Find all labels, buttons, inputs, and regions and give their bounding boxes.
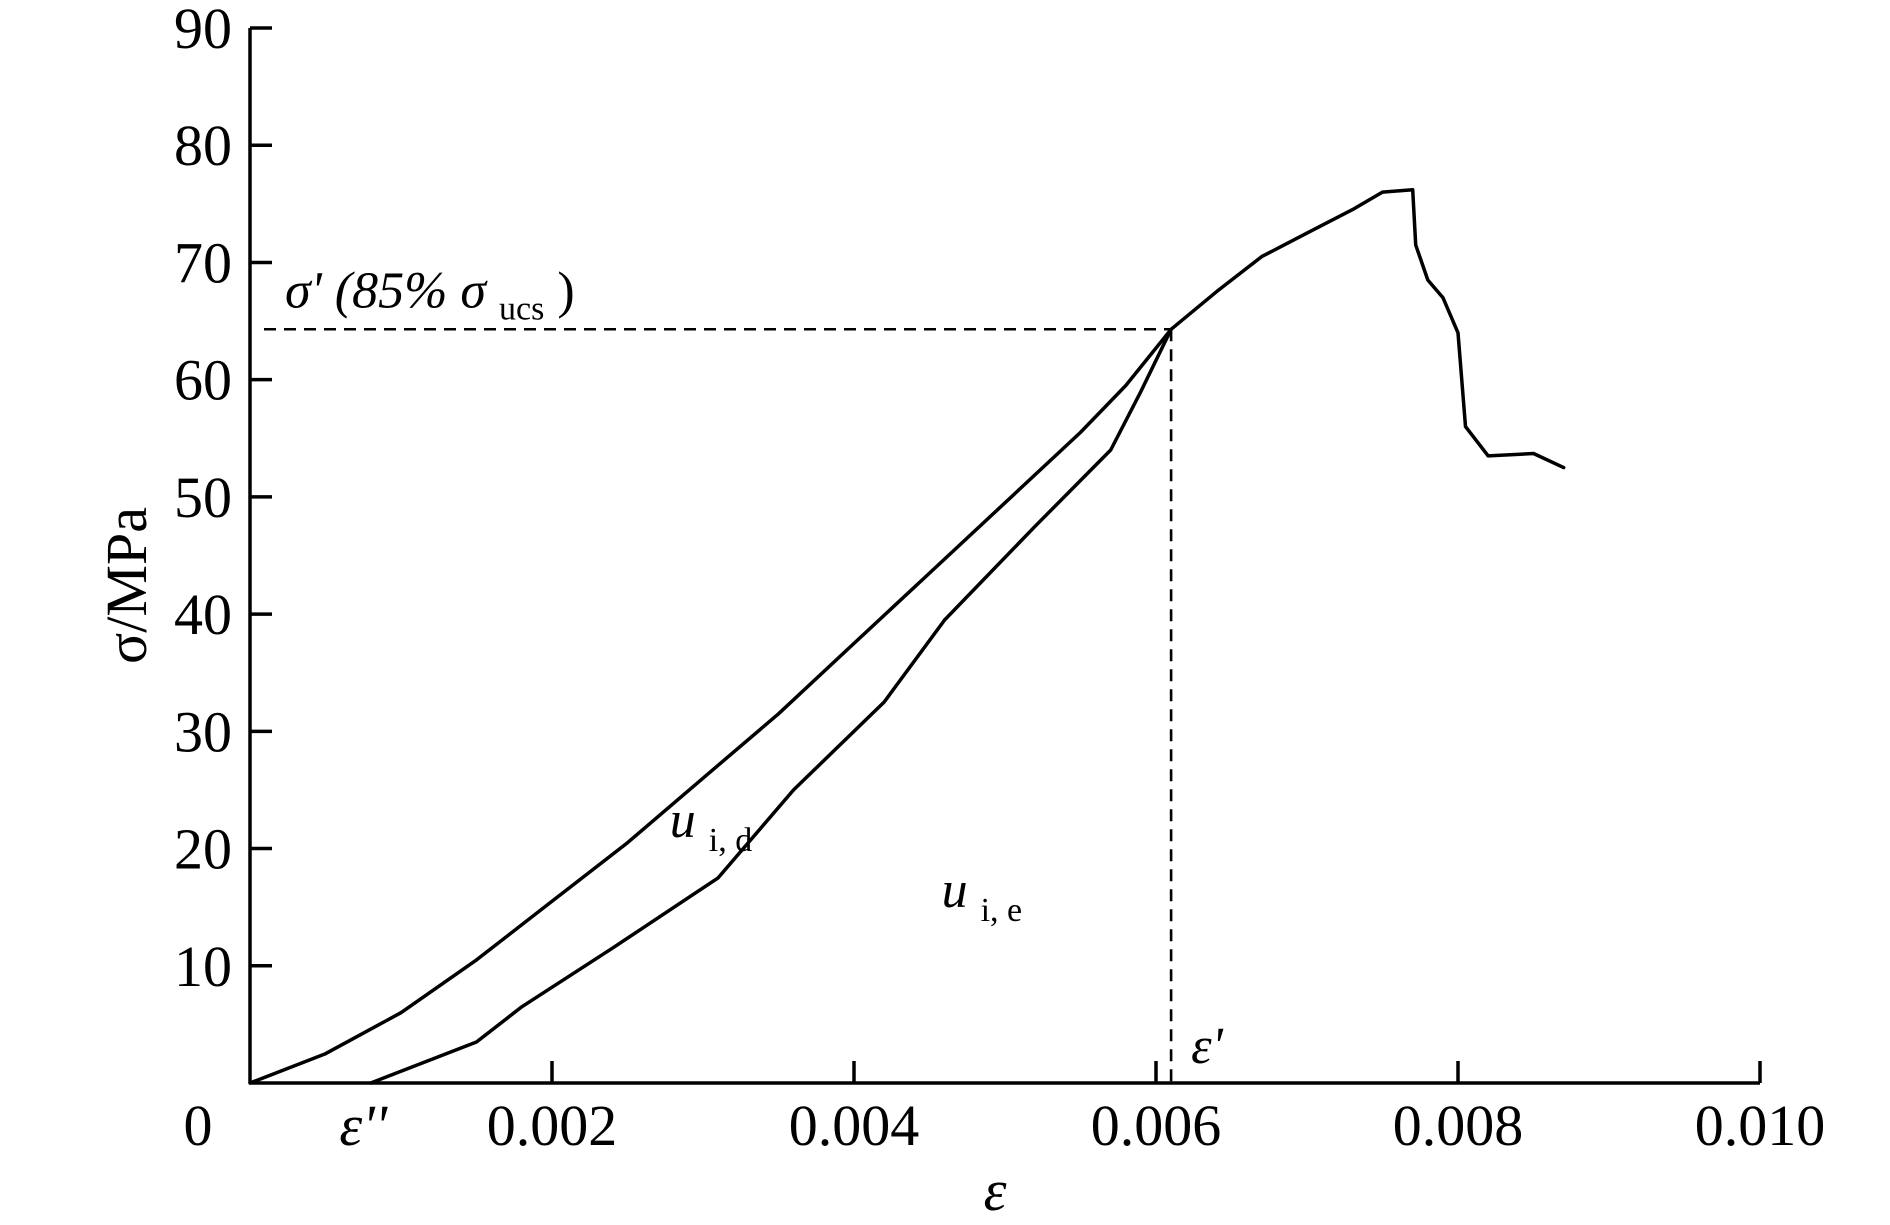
y-tick-label-30: 30 <box>174 699 232 764</box>
x-tick-label-0.002: 0.002 <box>487 1093 618 1158</box>
epsilon-double-prime-label: ε'' <box>339 1093 388 1158</box>
x-ticks: 0 0.002 0.004 0.006 0.008 0.010 <box>184 1061 1826 1158</box>
y-tick-label-10: 10 <box>174 934 232 999</box>
y-ticks: 10 20 30 40 50 60 70 80 90 <box>174 0 272 999</box>
x-tick-label-0: 0 <box>184 1093 213 1158</box>
x-tick-label-0.008: 0.008 <box>1393 1093 1524 1158</box>
y-tick-label-60: 60 <box>174 348 232 413</box>
sigma-prime-annotation: σ' (85% σ ucs ) <box>285 262 575 331</box>
axes: 10 20 30 40 50 60 70 80 90 0 0.002 0.004 0.006 0.008… <box>174 0 1825 1158</box>
elastic-unloading-curve <box>369 327 1173 1085</box>
y-tick-label-20: 20 <box>174 817 232 882</box>
sigma-prime-close: ) <box>557 262 574 319</box>
u-i-d-subscript: i, d <box>709 822 752 859</box>
y-tick-label-40: 40 <box>174 582 232 647</box>
y-tick-label-90: 90 <box>174 0 232 61</box>
y-tick-label-50: 50 <box>174 465 232 530</box>
series-layer <box>248 188 1566 1085</box>
x-tick-label-0.010: 0.010 <box>1695 1093 1826 1158</box>
u-i-e-label: u i, e <box>942 862 1023 929</box>
sigma-prime-main: σ' (85% σ <box>285 262 488 319</box>
x-axis-title: ε <box>984 1158 1007 1223</box>
sigma-prime-subscript: ucs <box>499 290 544 327</box>
y-axis-title: σ/MPa <box>94 507 159 664</box>
reference-guides <box>264 327 1173 1083</box>
x-tick-label-0.006: 0.006 <box>1091 1093 1222 1158</box>
epsilon-prime-label: ε' <box>1191 1018 1223 1075</box>
u-i-e-main: u <box>942 862 968 919</box>
y-tick-label-70: 70 <box>174 230 232 295</box>
y-tick-label-80: 80 <box>174 113 232 178</box>
u-i-d-label: u i, d <box>670 792 752 859</box>
x-tick-label-0.004: 0.004 <box>789 1093 920 1158</box>
u-i-d-main: u <box>670 792 696 849</box>
u-i-e-subscript: i, e <box>981 892 1023 929</box>
loading-curve <box>248 188 1566 1085</box>
